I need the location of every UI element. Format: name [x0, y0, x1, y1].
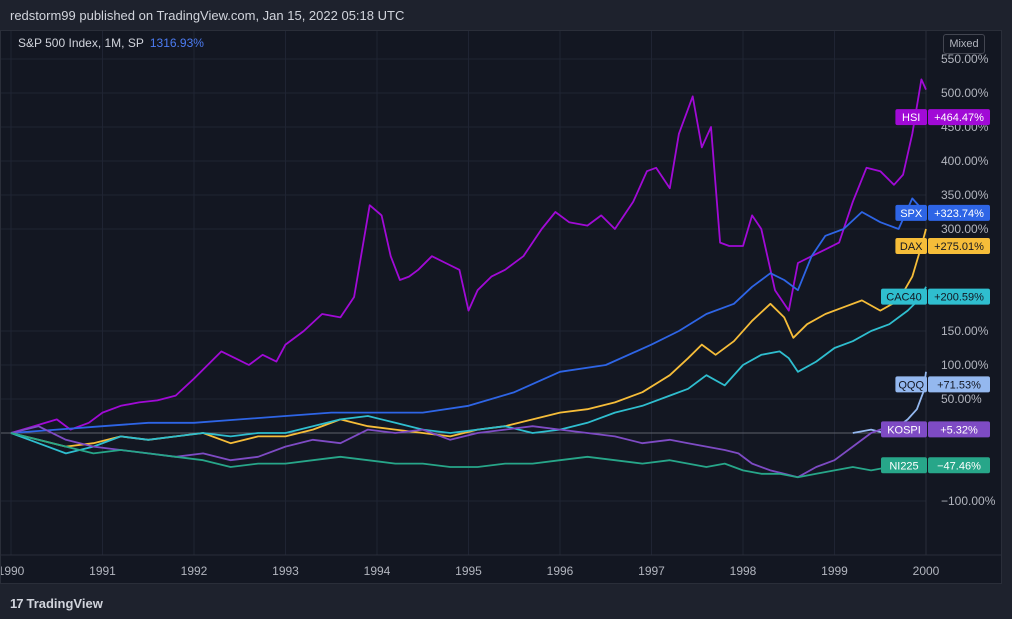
- series-name-label: CAC40: [886, 292, 921, 304]
- series-value-label: +275.01%: [934, 241, 984, 253]
- series-value-label: +464.47%: [934, 112, 984, 124]
- series-name-label: KOSPI: [887, 424, 921, 436]
- series-value-label: +200.59%: [934, 292, 984, 304]
- y-tick-label: 100.00%: [941, 358, 989, 372]
- symbol-change-value: 1316.93%: [149, 36, 204, 50]
- series-name-badge-spx[interactable]: [895, 204, 927, 221]
- y-tick-label: 150.00%: [941, 324, 989, 338]
- series-value-badge-qqq: [928, 376, 990, 393]
- publish-info: redstorm99 published on TradingView.com,…: [10, 8, 405, 23]
- publish-header: redstorm99 published on TradingView.com,…: [0, 0, 1012, 30]
- series-value-badge-spx: [928, 204, 990, 221]
- series-value-badge-kospi: [928, 421, 990, 438]
- y-tick-label: 50.00%: [941, 392, 982, 406]
- series-name-badge-qqq[interactable]: [895, 376, 927, 393]
- series-name-badge-cac40[interactable]: [881, 288, 927, 305]
- series-line-spx[interactable]: [10, 197, 927, 434]
- y-tick-label: 500.00%: [941, 86, 989, 100]
- x-tick-label: 1998: [730, 564, 757, 578]
- series-name-badge-hsi[interactable]: [895, 109, 927, 126]
- x-tick-label: 2000: [913, 564, 940, 578]
- x-tick-label: 1990: [1, 564, 25, 578]
- series-name-badge-ni225[interactable]: [881, 457, 927, 474]
- x-tick-label: 1999: [821, 564, 848, 578]
- symbol-legend[interactable]: S&P 500 Index, 1M, SP 1316.93%: [18, 36, 204, 50]
- x-tick-label: 1997: [638, 564, 665, 578]
- series-name-label: SPX: [900, 208, 923, 220]
- y-tick-label: 550.00%: [941, 52, 989, 66]
- series-name-label: QQQ: [898, 379, 924, 391]
- chart-canvas[interactable]: 550.00%500.00%450.00%400.00%350.00%300.0…: [1, 31, 1001, 583]
- y-tick-label: 400.00%: [941, 154, 989, 168]
- footer: [0, 588, 1012, 619]
- series-value-badge-hsi: [928, 109, 990, 126]
- symbol-label: S&P 500 Index, 1M, SP: [18, 36, 144, 50]
- y-tick-label: 350.00%: [941, 188, 989, 202]
- series-name-label: NI225: [889, 460, 918, 472]
- x-tick-label: 1992: [181, 564, 208, 578]
- series-line-ni225[interactable]: [10, 432, 926, 479]
- y-tick-label: −100.00%: [941, 494, 996, 508]
- brand-name: TradingView: [26, 596, 103, 611]
- scale-mode-button[interactable]: Mixed: [943, 34, 985, 54]
- series-name-badge-kospi[interactable]: [881, 421, 927, 438]
- series-value-label: +71.53%: [937, 379, 981, 391]
- series-line-kospi[interactable]: [10, 425, 926, 479]
- series-value-label: +5.32%: [940, 424, 978, 436]
- y-tick-label: 300.00%: [941, 222, 989, 236]
- series-value-label: +323.74%: [934, 208, 984, 220]
- series-value-badge-cac40: [928, 288, 990, 305]
- tradingview-logo[interactable]: 17 TradingView: [10, 596, 103, 611]
- series-value-badge-dax: [928, 237, 990, 254]
- chart-background: [1, 31, 1001, 583]
- x-tick-label: 1996: [547, 564, 574, 578]
- chart-frame[interactable]: 550.00% 500.00% 450.00% 400.00% 350.00% 300.0…: [0, 30, 1002, 584]
- series-value-badge-ni225: [928, 457, 990, 474]
- series-name-badge-dax[interactable]: [895, 237, 927, 254]
- x-tick-label: 1991: [89, 564, 116, 578]
- series-name-label: DAX: [900, 241, 923, 253]
- x-tick-label: 1995: [455, 564, 482, 578]
- series-value-label: −47.46%: [937, 460, 981, 472]
- series-name-label: HSI: [902, 112, 920, 124]
- x-tick-label: 1993: [272, 564, 299, 578]
- tradingview-logo-icon: 17: [10, 596, 24, 611]
- series-line-hsi[interactable]: [10, 78, 927, 434]
- x-tick-label: 1994: [364, 564, 391, 578]
